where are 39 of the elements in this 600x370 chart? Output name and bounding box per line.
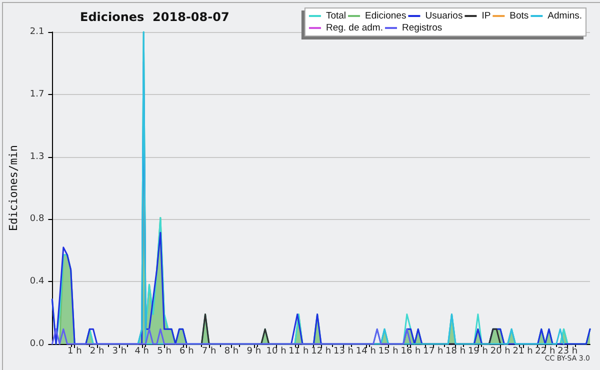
legend-label: Total <box>326 10 346 22</box>
x-tick-label: 18 h <box>446 346 466 356</box>
legend-label: Registros <box>402 22 442 34</box>
x-tick-label: 17 h <box>423 346 444 356</box>
y-tick-label: 0.8 <box>30 214 44 224</box>
y-tick-label: 1.7 <box>30 89 44 100</box>
x-tick-label: 15 h <box>378 346 398 356</box>
legend-label: Reg. de adm. <box>326 22 383 34</box>
legend-label: Ediciones <box>365 10 406 22</box>
x-tick-label: 4 h <box>134 346 149 356</box>
x-tick-label: 9 h <box>246 346 262 356</box>
x-tick-label: 7 h <box>202 346 216 356</box>
x-tick-label: 2 h <box>90 346 104 356</box>
y-tick-label: 1.3 <box>30 152 44 162</box>
x-tick-label: 10 h <box>266 346 286 356</box>
x-tick-label: 8 h <box>224 346 239 356</box>
legend-label: IP <box>482 10 491 22</box>
x-tick-label: 13 h <box>334 346 354 356</box>
x-tick-label: 1 h <box>67 346 82 356</box>
y-tick-label: 2.1 <box>30 27 44 37</box>
y-axis-title: Ediciones/min <box>7 144 20 232</box>
x-tick-label: 16 h <box>400 346 421 356</box>
y-tick-label: 0.4 <box>30 276 44 287</box>
x-tick-label: 22 h <box>535 346 556 356</box>
legend-label: Usuarios <box>425 10 463 22</box>
y-tick-label: 0.0 <box>30 339 44 349</box>
legend-label: Bots <box>510 10 529 22</box>
legend-label: Admins. <box>548 10 582 22</box>
chart-title: Ediciones 2018-08-07 <box>80 10 230 24</box>
x-tick-label: 3 h <box>112 346 127 356</box>
x-tick-label: 11 h <box>288 346 309 356</box>
x-tick-label: 5 h <box>157 346 172 356</box>
x-tick-label: 20 h <box>490 346 510 356</box>
x-tick-label: 14 h <box>356 346 376 356</box>
x-tick-label: 19 h <box>468 346 488 356</box>
x-tick-label: 6 h <box>180 346 194 356</box>
x-tick-label: 21 h <box>512 346 533 356</box>
x-tick-label: 23 h <box>558 346 578 356</box>
x-tick-label: 12 h <box>311 346 332 356</box>
